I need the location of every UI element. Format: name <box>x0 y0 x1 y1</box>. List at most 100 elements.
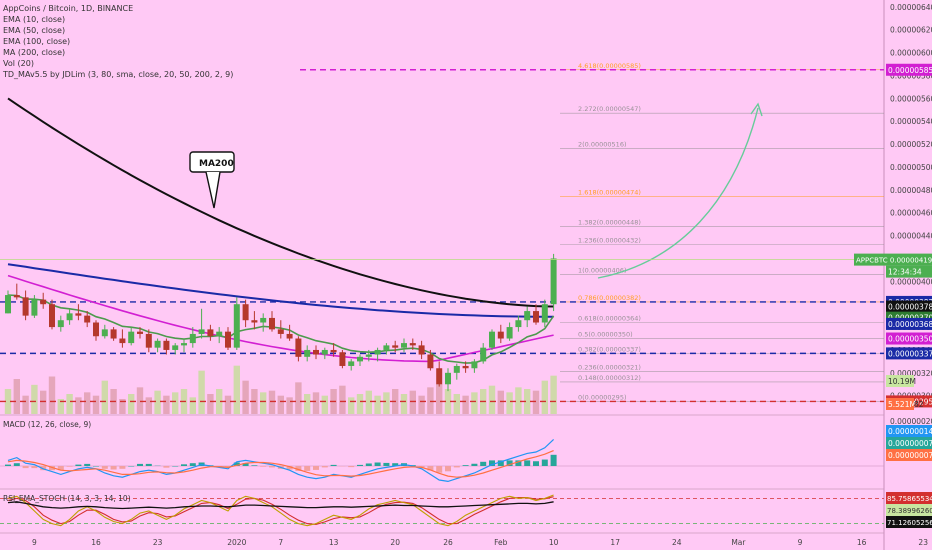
volume-bar <box>22 395 29 414</box>
candle-body <box>453 365 460 373</box>
rsi-line <box>7 501 554 510</box>
volume-bar <box>268 390 276 414</box>
candle-body <box>13 295 20 298</box>
macd-histogram-bar <box>489 460 495 466</box>
chart-legend: AppCoins / Bitcoin, 1D, BINANCE EMA (10,… <box>3 3 233 80</box>
volume-bar <box>321 395 328 414</box>
x-tick-label: 16 <box>857 538 867 547</box>
candle-body <box>242 304 249 321</box>
volume-bar <box>154 390 161 414</box>
volume-bar <box>198 370 205 414</box>
volume-bar <box>84 392 91 414</box>
fib-level-label: 1.236(0.00000432) <box>578 237 641 245</box>
candle-body <box>137 331 143 334</box>
candle-body <box>110 329 117 339</box>
macd-histogram-bar <box>365 463 372 466</box>
volume-bar <box>145 397 152 414</box>
ema50-line <box>7 274 554 363</box>
volume-bar <box>48 376 56 414</box>
macd-histogram-bar <box>233 462 240 466</box>
ma-price-label: 0.00000378 <box>888 302 932 311</box>
candle-body <box>348 361 355 366</box>
candle-body <box>172 345 179 350</box>
y-tick-label: 0.00000480 <box>890 186 932 195</box>
x-tick-label: 24 <box>672 538 682 547</box>
x-tick-label: 13 <box>329 538 339 547</box>
volume-bar <box>233 365 240 414</box>
candle-body <box>66 313 73 321</box>
candle-body <box>392 345 399 348</box>
volume-label: 5.521M <box>888 400 916 409</box>
volume-bar <box>541 380 548 414</box>
candle-body <box>497 331 504 339</box>
candle-body <box>409 343 416 346</box>
candle-body <box>260 317 267 323</box>
candle-body <box>533 311 539 323</box>
legend-td-mav: TD_MAv5.5 by JDLim (3, 80, sma, close, 2… <box>3 70 234 79</box>
ma200-callout: MA200 <box>189 151 235 209</box>
x-tick-label: 7 <box>278 538 283 547</box>
volume-bar <box>532 390 540 414</box>
ma-price-label: 0.00000368 <box>888 320 932 329</box>
candle-body <box>49 304 55 328</box>
volume-bar <box>550 375 557 414</box>
stoch-d-line <box>7 496 554 525</box>
volume-bar <box>506 392 513 414</box>
macd-histogram-bar <box>163 466 170 468</box>
volume-bar <box>418 395 425 414</box>
rsi-label: RSI_EMA_STOCH (14, 3, 3, 14, 10) <box>3 494 131 503</box>
candle-body <box>357 356 363 362</box>
candle-body <box>181 343 187 346</box>
volume-bar <box>312 392 320 414</box>
macd-y-tick: 0.00000020 <box>890 417 932 426</box>
candle-body <box>269 317 275 330</box>
candle-body <box>57 320 64 328</box>
candle-body <box>383 345 390 350</box>
macd-histogram-bar <box>93 466 99 467</box>
macd-histogram-bar <box>541 459 548 466</box>
macd-histogram-bar <box>427 466 434 471</box>
y-tick-label: 0.00000520 <box>890 140 932 149</box>
candle-body <box>75 313 82 316</box>
volume-bar <box>207 394 214 414</box>
macd-tag-label: 0.00000014 <box>888 427 932 436</box>
macd-histogram-bar <box>321 466 328 468</box>
x-tick-label: 20 <box>390 538 400 547</box>
candle-body <box>154 340 161 348</box>
candle-body <box>40 299 47 305</box>
legend-ema100: EMA (100, close) <box>3 37 71 46</box>
countdown-tag <box>886 265 932 278</box>
macd-histogram-bar <box>189 463 196 466</box>
macd-histogram-bar <box>49 466 55 471</box>
macd-histogram-bar <box>515 460 522 466</box>
macd-histogram-bar <box>497 460 504 466</box>
candle-body <box>339 352 346 366</box>
y-tick-label: 0.00000580 <box>890 71 932 80</box>
fib-level-label: 0(0.00000295) <box>578 393 627 401</box>
fib-level-label: 0.5(0.00000350) <box>578 331 633 339</box>
candle-body <box>365 354 372 357</box>
candle-body <box>313 349 319 355</box>
volume-bar <box>524 389 531 414</box>
symbol-price-tag <box>854 253 932 266</box>
y-tick-label: 0.00000400 <box>890 277 932 286</box>
volume-bar <box>101 380 108 414</box>
candle-body <box>462 365 469 369</box>
volume-bar <box>365 390 372 414</box>
macd-hist-tag-label: 0.00000007 <box>888 439 932 448</box>
fib-level-label: 2(0.00000516) <box>578 141 627 149</box>
volume-bar <box>286 397 293 414</box>
candle-body <box>374 349 381 355</box>
ma-price-label: 0.00000350 <box>888 335 932 344</box>
level-price-tag <box>886 63 932 76</box>
volume-bar <box>400 394 408 414</box>
volume-bar <box>497 390 504 414</box>
macd-histogram-bar <box>101 466 108 469</box>
candle-body <box>198 329 205 334</box>
candle-body <box>101 329 108 337</box>
candle-body <box>207 329 214 337</box>
candle-body <box>427 354 434 369</box>
macd-histogram-bar <box>128 466 135 467</box>
candle-body <box>22 297 29 316</box>
